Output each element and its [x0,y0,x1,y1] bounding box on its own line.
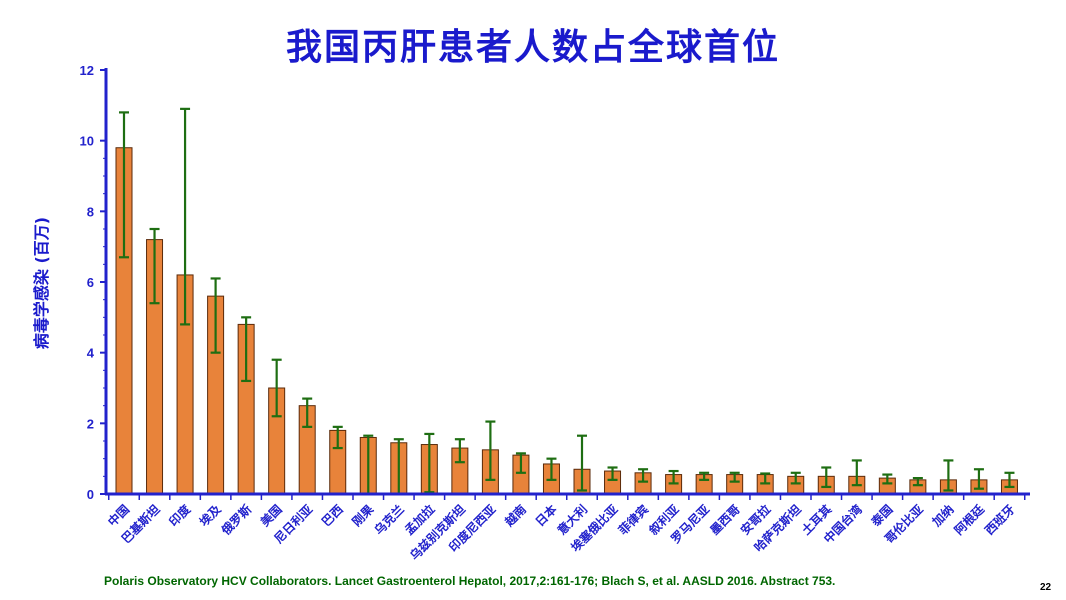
page-number: 22 [1040,582,1052,593]
error-bar-26 [912,477,923,487]
chart-title: 我国丙肝患者人数占全球首位 [285,27,780,68]
x-tick-label-25: 泰国 [867,502,895,530]
error-bar-0 [119,111,129,259]
error-bar-7 [332,425,343,450]
error-bar-24 [851,459,862,487]
error-bar-5 [271,358,282,418]
x-tick-label-7: 巴西 [319,502,346,529]
error-bar-4 [241,316,252,383]
x-tick-label-9: 乌克兰 [371,502,407,538]
y-tick-label-0: 0 [87,487,94,502]
y-axis-label: 病毒学感染 (百万) [32,216,51,350]
x-tick-label-4: 俄罗斯 [217,502,254,539]
x-tick-label-0: 中国 [105,502,133,530]
error-bar-20 [729,471,740,483]
error-bar-21 [760,472,771,485]
y-tick-label-6: 6 [87,275,94,290]
error-bar-6 [302,397,313,428]
y-tick-label-2: 2 [87,416,94,431]
y-tick-label-10: 10 [80,134,94,149]
error-bar-2 [180,107,191,326]
y-tick-label-12: 12 [80,63,94,78]
error-bar-13 [515,452,526,474]
error-bar-3 [210,277,221,354]
error-bar-22 [790,471,801,485]
y-tick-label-4: 4 [87,346,95,361]
x-tick-label-13: 越南 [501,502,529,530]
error-bar-28 [973,468,984,490]
citation: Polaris Observatory HCV Collaborators. L… [104,574,836,588]
error-bar-17 [638,468,649,483]
error-bar-11 [454,438,465,464]
error-bar-16 [607,466,618,481]
x-tick-label-2: 印度 [166,501,194,529]
x-tick-label-5: 美国 [257,502,285,530]
y-tick-label-8: 8 [87,204,94,219]
x-tick-label-3: 埃及 [196,501,224,529]
x-tick-label-8: 刚果 [350,502,377,529]
error-bar-18 [668,469,679,485]
error-bar-15 [577,434,587,492]
error-bar-23 [821,466,832,489]
x-tick-label-28: 阿根廷 [951,501,988,538]
x-tick-label-29: 西班牙 [982,502,1018,538]
x-tick-label-20: 墨西哥 [707,502,742,537]
axes-layer [100,68,1030,500]
bars-layer [115,147,1018,495]
error-bar-29 [1004,471,1015,489]
error-bar-19 [699,471,710,481]
error-bar-10 [424,432,435,494]
error-bar-25 [882,473,893,485]
error-bar-14 [546,457,557,481]
x-tick-label-27: 加纳 [928,502,956,530]
x-tick-label-17: 菲律宾 [615,502,651,538]
error-bar-1 [149,227,160,305]
error-bar-27 [943,459,954,492]
x-tick-label-14: 日本 [532,502,560,530]
error-bar-12 [485,420,496,481]
